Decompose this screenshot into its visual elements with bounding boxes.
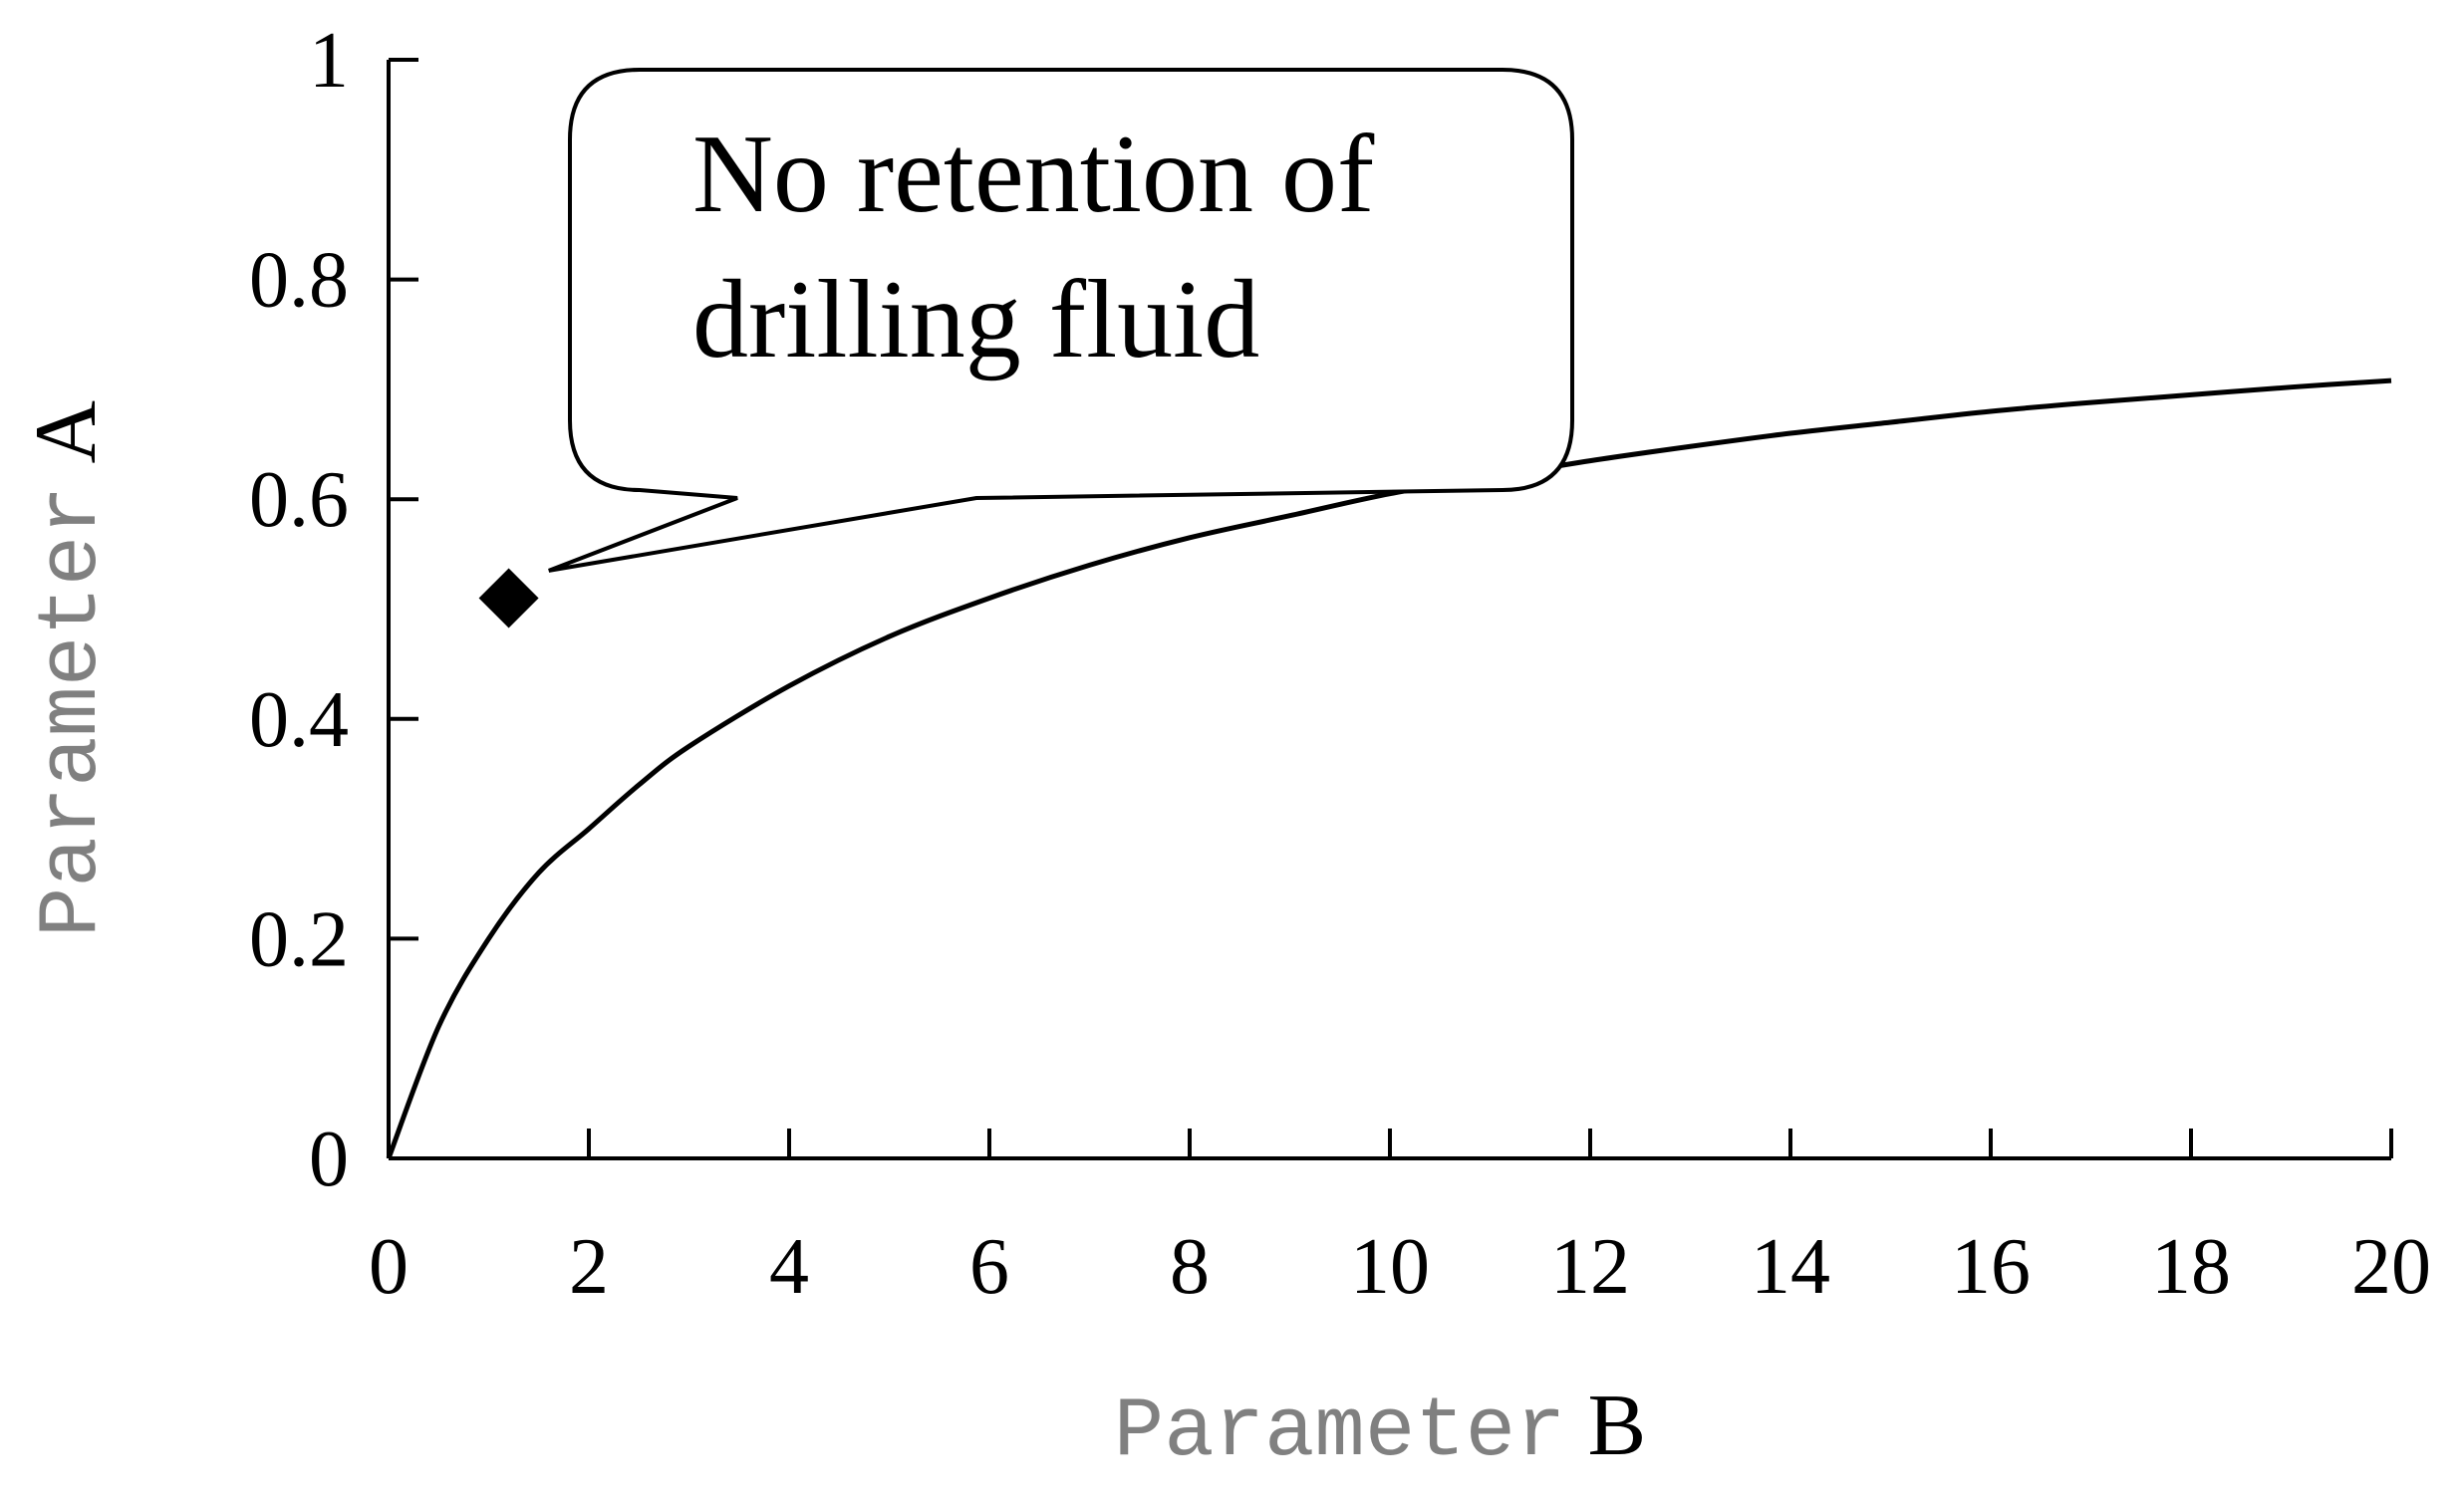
y-axis-title: Parameter A (18, 400, 121, 937)
x-ticks: 0 2 4 6 8 10 12 14 16 18 20 (369, 1129, 2431, 1311)
data-points (478, 568, 539, 628)
x-tick-label: 20 (2351, 1223, 2431, 1311)
y-tick-label: 0.4 (249, 676, 349, 764)
callout-text-line-1: No retention of (692, 113, 1375, 236)
y-tick-label: 0.6 (249, 456, 349, 544)
y-ticks: 0 0.2 0.4 0.6 0.8 1 (249, 17, 418, 1203)
x-tick-label: 6 (969, 1223, 1009, 1311)
diamond-marker (478, 568, 539, 628)
x-tick-label: 18 (2151, 1223, 2231, 1311)
x-axis-title-letter: B (1587, 1378, 1646, 1474)
x-tick-label: 12 (1550, 1223, 1630, 1311)
x-tick-label: 10 (1350, 1223, 1430, 1311)
y-tick-label: 0 (309, 1116, 349, 1203)
x-tick-label: 14 (1751, 1223, 1830, 1311)
y-tick-label: 0.8 (249, 237, 349, 325)
callout-bubble (548, 68, 1574, 573)
x-tick-label: 16 (1951, 1223, 2031, 1311)
y-tick-label: 0.2 (249, 895, 349, 983)
x-tick-label: 8 (1170, 1223, 1210, 1311)
y-axis-title-letter: A (18, 400, 115, 464)
y-axis-title-prefix: Parameter (26, 485, 121, 937)
x-tick-label: 4 (769, 1223, 809, 1311)
x-axis-title: Parameter B (1114, 1378, 1646, 1480)
x-tick-label: 2 (569, 1223, 609, 1311)
callout-text-line-2: drilling fluid (692, 258, 1259, 381)
y-tick-label: 1 (309, 17, 349, 105)
series-line (386, 377, 2392, 1159)
x-tick-label: 0 (369, 1223, 409, 1311)
x-axis-title-prefix: Parameter (1114, 1385, 1566, 1480)
